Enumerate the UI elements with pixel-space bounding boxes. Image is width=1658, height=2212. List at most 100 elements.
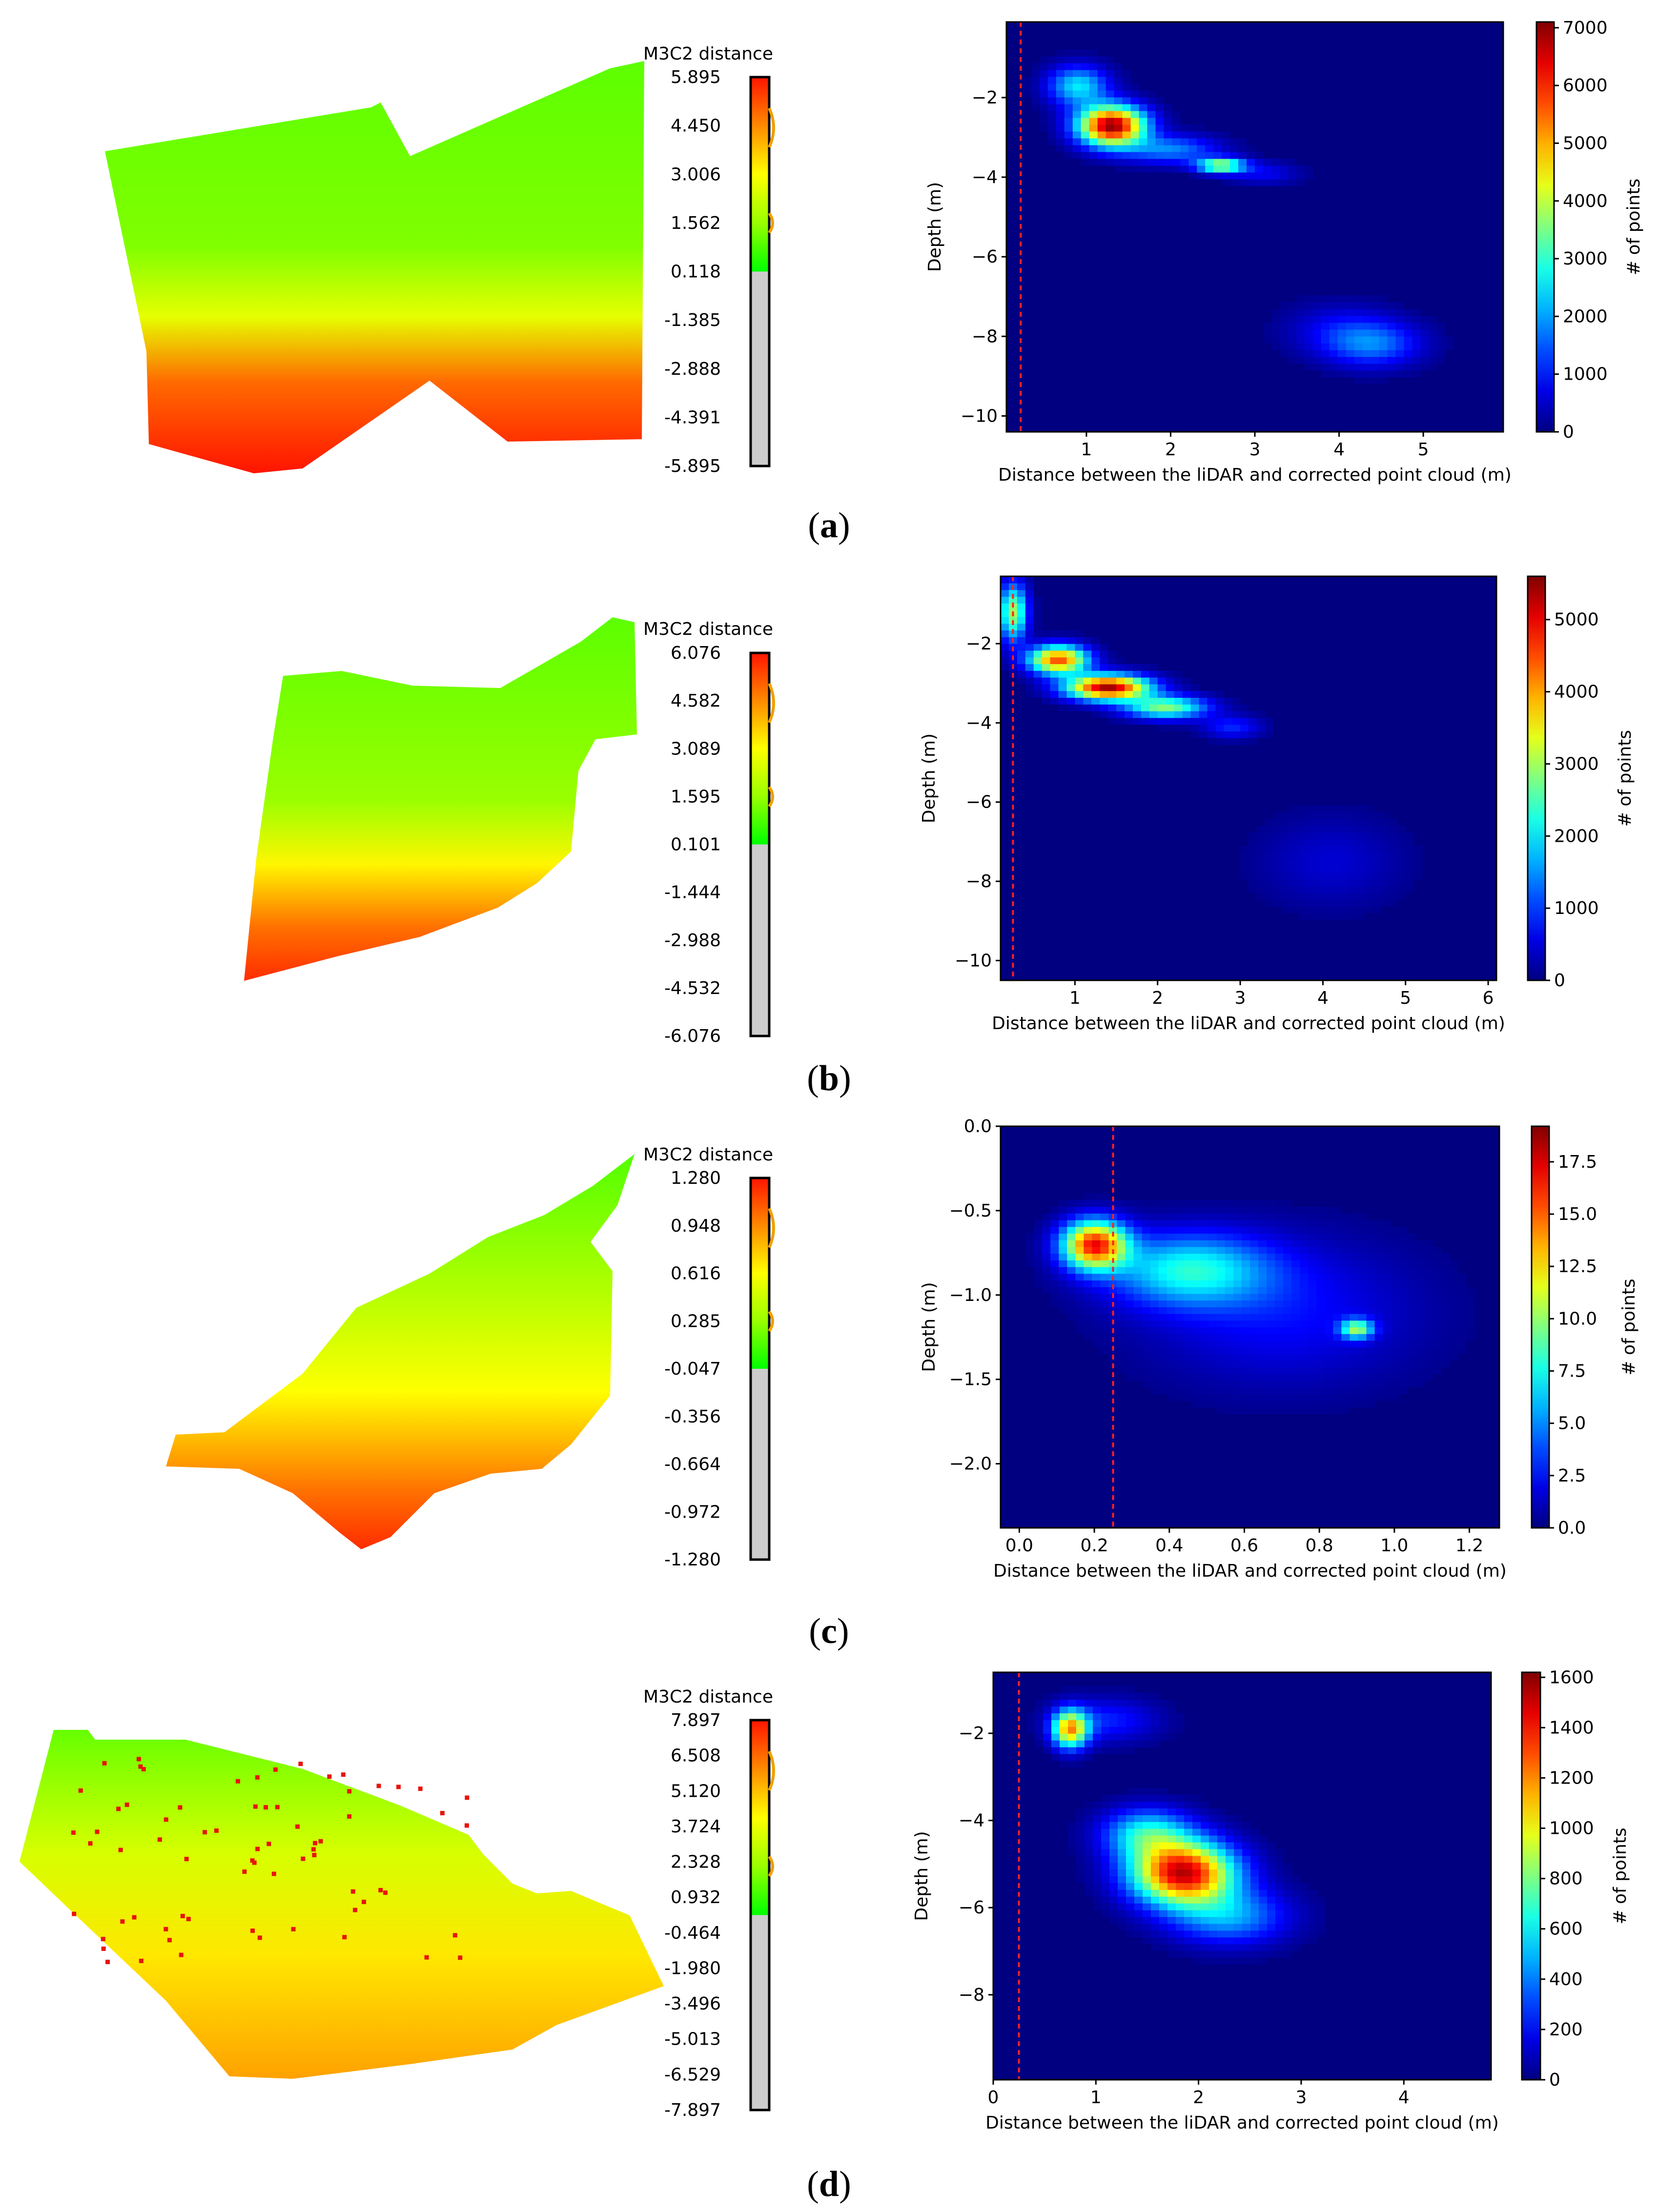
heatmap-cell — [1275, 1917, 1284, 1924]
heatmap-cell — [1182, 717, 1191, 725]
heatmap-cell — [1076, 1855, 1085, 1863]
heatmap-cell — [1250, 1855, 1259, 1863]
heatmap-cell — [1325, 1267, 1333, 1274]
heatmap-cell — [1116, 684, 1125, 691]
heatmap-cell — [1175, 1220, 1184, 1227]
heatmap-cell — [1309, 1923, 1317, 1931]
heatmap-cell — [1283, 1287, 1292, 1294]
heatmap-cell — [1058, 650, 1067, 658]
heatmap-cell — [1358, 1253, 1367, 1260]
heatmap-cell — [1118, 1733, 1126, 1741]
heatmap-cell — [1183, 1394, 1192, 1401]
heatmap-cell — [1201, 1917, 1209, 1924]
heatmap-cell — [1100, 1347, 1109, 1354]
heatmap-cell — [1291, 1300, 1300, 1307]
heatmap-cell — [1250, 1848, 1259, 1856]
heatmap-cell — [1300, 1226, 1309, 1234]
heatmap-cell — [1399, 1253, 1409, 1260]
heatmap-cell — [1164, 145, 1172, 152]
heatmap-cell — [1225, 1300, 1234, 1307]
heatmap-cell — [1142, 1327, 1151, 1334]
heatmap-cell — [1042, 1280, 1051, 1287]
heatmap-cell — [1416, 1327, 1425, 1334]
heatmap-cell — [1308, 1347, 1317, 1354]
heatmap-cell — [1306, 832, 1315, 839]
heatmap-cell — [1050, 1240, 1059, 1247]
heatmap-cell — [1142, 1340, 1151, 1348]
heatmap-cell — [1234, 1930, 1243, 1938]
heatmap-cell — [1350, 1327, 1359, 1334]
heatmap-cell — [1290, 805, 1299, 812]
heatmap-cell — [1092, 1287, 1101, 1294]
heatmap-cell — [1267, 1334, 1275, 1341]
outlier-point — [301, 1856, 306, 1861]
heatmap-cell — [1108, 684, 1117, 691]
heatmap-cell — [1284, 1917, 1292, 1924]
heatmap-cell — [1192, 1828, 1201, 1836]
heatmap-cell — [1114, 77, 1123, 84]
heatmap-cell — [1050, 1260, 1059, 1267]
heatmap-cell — [1143, 1720, 1151, 1727]
heatmap-cell — [1222, 145, 1230, 152]
colorbar-tick-label: 7.5 — [1558, 1361, 1586, 1381]
heatmap-cell — [1118, 1923, 1126, 1931]
heatmap-cell — [1399, 1314, 1409, 1321]
heatmap-cell — [1201, 1896, 1209, 1904]
heatmap-cell — [1354, 309, 1363, 316]
heatmap-cell — [1457, 1327, 1467, 1334]
heatmap-cell — [1118, 1828, 1126, 1836]
heatmap-cell — [1076, 1760, 1085, 1768]
heatmap-cell — [1167, 1944, 1176, 1951]
x-axis-label: Distance between the liDAR and corrected… — [985, 2113, 1499, 2133]
heatmap-cell — [1323, 839, 1331, 846]
m3c2-tick-label: 0.101 — [671, 835, 721, 855]
heatmap-cell — [1100, 1226, 1109, 1234]
heatmap-cell — [1117, 1340, 1126, 1348]
heatmap-cell — [1147, 118, 1156, 125]
heatmap-cell — [1267, 1300, 1275, 1307]
heatmap-cell — [1158, 1320, 1167, 1328]
heatmap-cell — [1331, 879, 1340, 887]
heatmap-cell — [1167, 1220, 1176, 1227]
heatmap-cell — [1217, 1896, 1226, 1904]
heatmap-cell — [1374, 1340, 1384, 1348]
panel-a-caption: (a) — [808, 506, 850, 546]
heatmap-cell — [1075, 704, 1084, 711]
heatmap-cell — [1225, 1347, 1234, 1354]
colorbar-tick-label: 3000 — [1554, 754, 1599, 774]
heatmap-cell — [1233, 1320, 1242, 1328]
y-tick-label: −1.5 — [949, 1370, 992, 1390]
heatmap-cell — [1133, 1280, 1143, 1287]
heatmap-cell — [1356, 893, 1365, 900]
heatmap-cell — [1255, 152, 1264, 159]
heatmap-cell — [1056, 145, 1065, 152]
heatmap-cell — [1391, 1387, 1400, 1395]
heatmap-cell — [1134, 1713, 1143, 1721]
heatmap-cell — [1420, 336, 1429, 344]
heatmap-cell — [1281, 886, 1290, 893]
heatmap-cell — [1379, 323, 1388, 330]
panel-d-caption: (d) — [807, 2164, 851, 2204]
heatmap-cell — [1167, 1910, 1176, 1917]
heatmap-cell — [1374, 1387, 1384, 1395]
heatmap-cell — [1033, 657, 1043, 664]
outlier-point — [418, 1786, 423, 1791]
heatmap-cell — [1449, 1354, 1458, 1361]
heatmap-cell — [1241, 1320, 1250, 1328]
y-axis-label: Depth (m) — [912, 1831, 932, 1921]
heatmap-cell — [1362, 364, 1371, 371]
heatmap-cell — [1457, 1307, 1467, 1314]
heatmap-cell — [1150, 1213, 1159, 1220]
heatmap-cell — [1362, 336, 1371, 344]
heatmap-cell — [1066, 650, 1075, 658]
heatmap-cell — [1180, 165, 1189, 173]
heatmap-cell — [1150, 1220, 1159, 1227]
heatmap-cell — [1358, 1307, 1367, 1314]
heatmap-cell — [1314, 818, 1323, 826]
heatmap-cell — [1059, 1287, 1067, 1294]
heatmap-cell — [1216, 1280, 1226, 1287]
heatmap-cell — [1180, 159, 1189, 166]
heatmap-cell — [1267, 1280, 1275, 1287]
heatmap-cell — [1395, 336, 1404, 344]
m3c2-colorbar-frame — [749, 1177, 771, 1561]
